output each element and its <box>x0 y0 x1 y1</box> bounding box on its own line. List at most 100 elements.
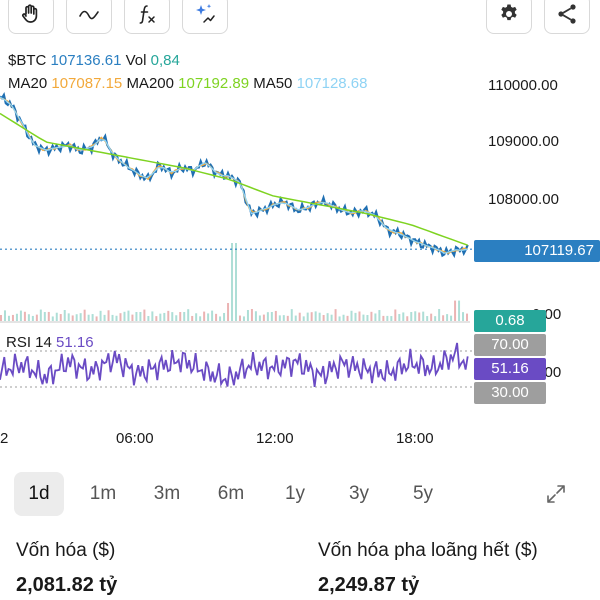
volume-bar <box>195 313 198 321</box>
volume-bar <box>19 310 22 321</box>
volume-bar <box>91 314 94 321</box>
volume-bar <box>430 313 433 321</box>
volume-bar <box>250 309 253 321</box>
volume-bar <box>346 315 349 321</box>
volume-bar <box>43 312 46 321</box>
volume-bar <box>354 312 357 321</box>
volume-bar <box>79 313 82 321</box>
timeframe-1d[interactable]: 1d <box>14 472 64 516</box>
volume-bar <box>127 310 130 321</box>
volume-bar <box>426 316 429 321</box>
settings-button[interactable] <box>486 0 532 34</box>
hand-tool-button[interactable] <box>8 0 54 34</box>
chart-canvas[interactable] <box>0 44 600 456</box>
volume-bar <box>238 315 241 321</box>
function-icon <box>139 5 155 24</box>
volume-bar <box>115 315 118 321</box>
volume-bar <box>374 313 377 321</box>
rsi-value-badge: 51.16 <box>474 358 546 380</box>
expand-icon <box>547 485 565 503</box>
volume-bar <box>39 309 42 321</box>
volume-bar <box>147 316 150 321</box>
timeframe-1m[interactable]: 1m <box>89 483 117 504</box>
timeframe-6m[interactable]: 6m <box>217 483 245 504</box>
volume-bar <box>227 303 230 321</box>
volume-bar <box>386 315 389 321</box>
price-tick: 108000.00 <box>488 191 559 208</box>
volume-bar <box>103 314 106 321</box>
volume-bar <box>438 309 441 321</box>
volume-bar <box>203 311 206 321</box>
volume-bar <box>418 312 421 321</box>
rsi-label: RSI 14 <box>6 334 52 351</box>
indicator-button[interactable] <box>124 0 170 34</box>
volume-bar <box>3 310 6 321</box>
volume-bar <box>159 313 162 321</box>
ma50-value: 107128.68 <box>296 75 368 92</box>
ma50-line <box>0 96 468 254</box>
diluted-cap-label: Vốn hóa pha loãng hết ($) <box>318 540 538 561</box>
volume-bar <box>466 313 469 321</box>
volume-bar <box>454 300 457 321</box>
volume-bar <box>187 309 190 321</box>
vol-label: Vol <box>125 52 147 69</box>
timeframe-3y[interactable]: 3y <box>348 483 370 504</box>
volume-bar <box>446 314 449 321</box>
volume-bar <box>358 311 361 321</box>
volume-bar <box>131 314 134 321</box>
volume-bar <box>294 315 297 321</box>
legend-row-1: $BTC 107136.61 Vol 0,84 <box>8 52 180 69</box>
timeframe-1y[interactable]: 1y <box>284 483 306 504</box>
volume-bar <box>11 314 14 321</box>
ma50-label: MA50 <box>253 75 293 92</box>
line-tool-button[interactable] <box>66 0 112 34</box>
ai-tool-button[interactable] <box>182 0 228 34</box>
volume-bar <box>398 314 401 321</box>
sparkle-icon <box>196 4 215 23</box>
price-tick: 109000.00 <box>488 133 559 150</box>
volume-bar <box>402 312 405 321</box>
fullscreen-button[interactable] <box>534 472 578 516</box>
time-tick: 06:00 <box>116 430 154 447</box>
volume-bar <box>306 312 309 321</box>
share-icon <box>558 4 576 24</box>
volume-bar <box>199 316 202 321</box>
volume-bar <box>326 313 329 321</box>
volume-bar <box>231 243 234 321</box>
volume-bar <box>318 312 321 321</box>
price-tick: 110000.00 <box>488 77 558 94</box>
volume-bar <box>183 312 186 321</box>
timeframe-3m[interactable]: 3m <box>153 483 181 504</box>
rsi-lower-badge: 30.00 <box>474 382 546 404</box>
ma200-value: 107192.89 <box>178 75 250 92</box>
timeframe-5y[interactable]: 5y <box>412 483 434 504</box>
price-chart[interactable]: $BTC 107136.61 Vol 0,84 MA20 107087.15 M… <box>0 44 600 456</box>
volume-bar <box>410 312 413 321</box>
share-button[interactable] <box>544 0 590 34</box>
volume-bar <box>262 314 265 321</box>
volume-bar <box>330 314 333 321</box>
volume-bar <box>139 312 142 321</box>
volume-bar <box>171 312 174 321</box>
volume-bar <box>302 316 305 321</box>
market-cap-value: 2,081.82 tỷ <box>16 574 118 596</box>
volume-bar <box>155 316 158 321</box>
volume-bar <box>35 314 38 321</box>
volume-bar <box>422 311 425 321</box>
volume-bar <box>63 310 66 321</box>
chart-toolbar <box>0 0 600 40</box>
volume-bar <box>0 315 2 321</box>
volume-bar <box>314 311 317 321</box>
volume-bar <box>107 310 110 321</box>
volume-bar <box>71 315 74 321</box>
symbol-label: $BTC <box>8 52 47 69</box>
volume-bar <box>394 309 397 321</box>
time-tick: 18:00 <box>396 430 434 447</box>
volume-bar <box>7 315 10 321</box>
volume-bar <box>75 314 78 321</box>
current-price-badge: 107119.67 <box>474 240 600 262</box>
volume-bar <box>266 312 269 321</box>
rsi-legend-value: 51.16 <box>56 334 94 351</box>
hand-icon <box>22 4 38 23</box>
volume-bar <box>51 316 54 321</box>
